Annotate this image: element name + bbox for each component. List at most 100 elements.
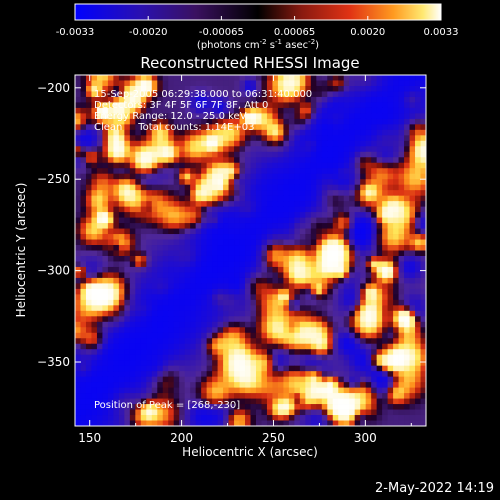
heatmap-cell — [327, 162, 334, 169]
heatmap-cell — [316, 223, 323, 229]
heatmap-cell — [124, 332, 131, 339]
heatmap-cell — [102, 190, 109, 197]
heatmap-cell — [387, 234, 394, 240]
heatmap-cell — [299, 299, 306, 306]
heatmap-cell — [354, 277, 361, 284]
heatmap-cell — [179, 288, 186, 295]
heatmap-cell — [179, 277, 186, 284]
heatmap-cell — [420, 80, 426, 87]
heatmap-cell — [140, 75, 147, 81]
heatmap-cell — [409, 250, 416, 257]
heatmap-cell — [129, 168, 136, 175]
heatmap-cell — [393, 327, 399, 334]
heatmap-cell — [365, 305, 372, 312]
heatmap-cell — [80, 195, 87, 202]
y-tick-label: −350 — [37, 355, 70, 369]
heatmap-cell — [382, 135, 389, 142]
heatmap-cell — [217, 376, 224, 383]
heatmap-cell — [245, 234, 251, 240]
heatmap-cell — [184, 107, 191, 114]
heatmap-cell — [85, 190, 92, 197]
annotation-clean-counts: Clean Total counts: 1.14E+03 — [94, 122, 254, 133]
heatmap-cell — [316, 332, 323, 339]
heatmap-cell — [409, 277, 416, 284]
heatmap-cell — [96, 162, 103, 169]
heatmap-cell — [371, 107, 378, 114]
heatmap-cell — [360, 212, 367, 218]
heatmap-cell — [91, 371, 98, 378]
heatmap-cell — [404, 168, 410, 175]
heatmap-cell — [299, 146, 306, 153]
heatmap-cell — [261, 420, 268, 426]
heatmap-cell — [184, 85, 191, 92]
heatmap-cell — [102, 179, 109, 186]
heatmap-cell — [168, 349, 175, 356]
heatmap-cell — [184, 162, 191, 169]
heatmap-cell — [239, 162, 246, 169]
heatmap-cell — [118, 266, 125, 273]
heatmap-cell — [283, 212, 290, 218]
heatmap-cell — [310, 179, 317, 186]
heatmap-cell — [415, 173, 421, 180]
heatmap-cell — [80, 228, 87, 235]
heatmap-cell — [212, 316, 218, 323]
heatmap-cell — [283, 365, 290, 372]
heatmap-cell — [184, 228, 191, 235]
heatmap-cell — [168, 245, 175, 251]
heatmap-cell — [266, 118, 273, 125]
heatmap-cell — [415, 168, 421, 175]
heatmap-cell — [129, 179, 136, 186]
heatmap-cell — [195, 228, 202, 235]
heatmap-cell — [327, 184, 334, 191]
heatmap-cell — [250, 228, 257, 235]
heatmap-cell — [239, 420, 246, 426]
heatmap-cell — [294, 288, 301, 295]
heatmap-cell — [91, 266, 98, 273]
heatmap-cell — [75, 393, 81, 399]
heatmap-cell — [376, 201, 383, 208]
heatmap-cell — [365, 190, 372, 197]
heatmap-cell — [288, 80, 295, 87]
heatmap-cell — [299, 382, 306, 389]
heatmap-cell — [140, 305, 147, 312]
heatmap-cell — [305, 228, 312, 235]
heatmap-cell — [354, 294, 361, 301]
heatmap-cell — [239, 409, 246, 416]
heatmap-cell — [376, 393, 383, 399]
heatmap-cell — [140, 102, 147, 109]
heatmap-cell — [272, 299, 279, 306]
heatmap-cell — [212, 151, 218, 158]
heatmap-cell — [91, 343, 98, 350]
heatmap-cell — [294, 168, 301, 175]
heatmap-cell — [288, 184, 295, 191]
heatmap-cell — [376, 124, 383, 131]
heatmap-cell — [168, 85, 175, 92]
heatmap-cell — [107, 184, 114, 191]
heatmap-cell — [135, 266, 142, 273]
heatmap-cell — [343, 321, 350, 328]
heatmap-cell — [288, 415, 295, 421]
heatmap-cell — [173, 234, 180, 240]
heatmap-cell — [321, 343, 328, 350]
heatmap-cell — [382, 140, 389, 147]
heatmap-cell — [343, 288, 350, 295]
annotation-detectors: Detectors: 3F 4F 5F 6F 7F 8F, Att 0 — [94, 100, 268, 111]
heatmap-cell — [420, 420, 426, 426]
heatmap-cell — [201, 409, 208, 416]
heatmap-cell — [371, 409, 378, 416]
heatmap-cell — [80, 223, 87, 229]
heatmap-cell — [201, 162, 208, 169]
heatmap-cell — [96, 91, 103, 98]
heatmap-cell — [234, 354, 240, 361]
heatmap-cell — [376, 129, 383, 136]
heatmap-cell — [283, 195, 290, 202]
heatmap-cell — [168, 168, 175, 175]
heatmap-cell — [277, 261, 284, 268]
heatmap-cell — [343, 365, 350, 372]
heatmap-cell — [190, 420, 197, 426]
x-tick-label: 250 — [262, 431, 285, 445]
heatmap-cell — [173, 371, 180, 378]
heatmap-cell — [261, 299, 268, 306]
heatmap-cell — [272, 124, 279, 131]
heatmap-cell — [228, 310, 235, 317]
